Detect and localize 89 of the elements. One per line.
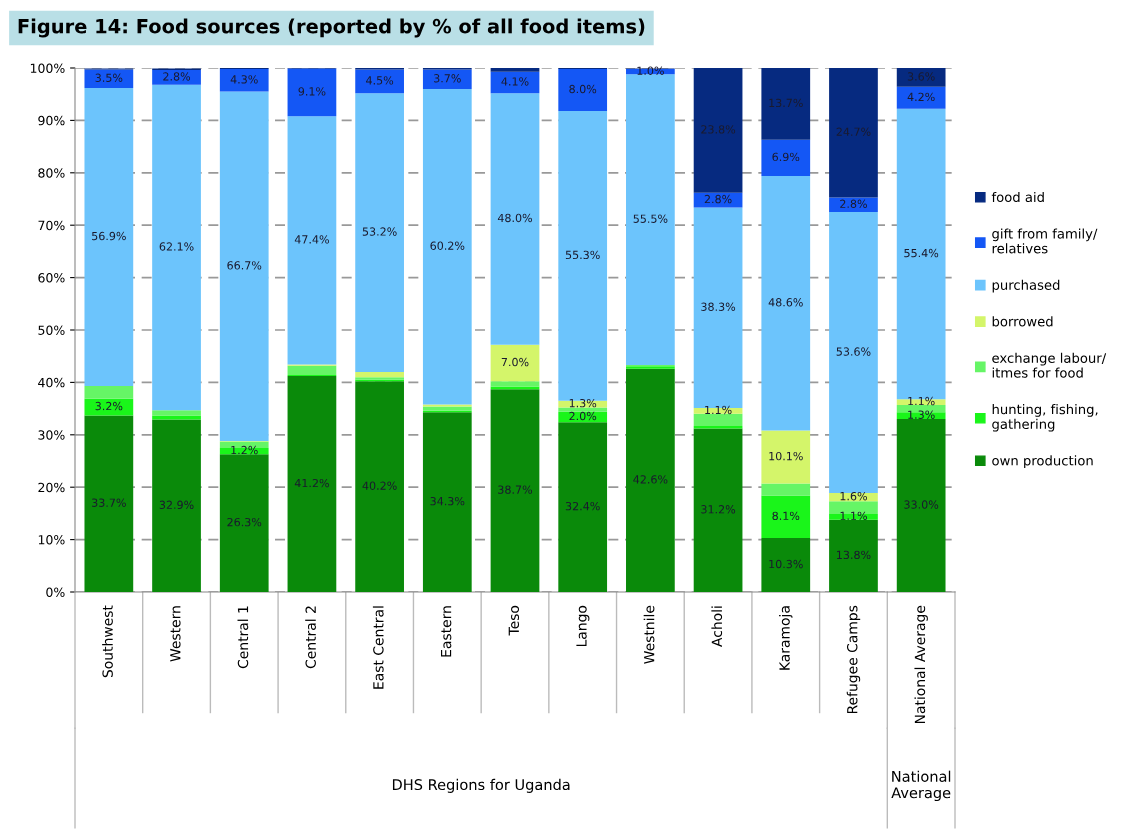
data-label: 66.7% [227,261,262,270]
data-label: 2.0% [569,411,597,421]
data-label: 1.1% [908,396,935,406]
data-label: 1.3% [908,410,935,419]
data-label: 13.7% [769,98,803,108]
y-tick-label: 50% [38,325,65,335]
data-label: 4.5% [366,76,394,85]
x-tick-label: National Average [914,605,928,724]
data-label: 53.2% [362,227,397,236]
x-tick-label: East Central [372,606,384,689]
data-label: 60.2% [430,241,465,250]
data-label: 9.1% [298,87,326,96]
data-label: 2.8% [163,72,191,81]
data-label: 32.9% [159,500,194,510]
data-label: 62.1% [159,242,194,251]
data-label: 13.8% [837,550,871,560]
x-tick-label: Karamoja [779,606,793,670]
chart-title: Figure 14: Food sources (reported by % of all food items) [18,18,645,38]
data-label: 8.1% [772,511,800,521]
y-tick-label: 90% [38,115,65,126]
y-tick-label: 100% [30,63,65,73]
data-label: 1.2% [231,445,258,455]
x-tick-label: Lango [576,605,590,647]
data-label: 1.3% [569,398,597,408]
legend-label: gift from family/ relatives [992,228,1098,254]
data-label: 1.6% [840,491,867,501]
x-tick-label: Westnile [643,605,655,664]
data-label: 33.7% [92,498,126,507]
legend-label: purchased [992,279,1060,293]
data-label: 48.0% [497,213,533,223]
x-tick-label: Refugee Camps [846,605,861,714]
y-tick-label: 80% [38,168,65,178]
data-label: 47.4% [294,235,329,244]
y-tick-label: 10% [38,535,65,545]
legend-label: exchange labour/ itmes for food [992,352,1107,378]
data-label: 3.6% [907,72,935,81]
data-label: 40.2% [362,481,397,490]
data-label: 4.3% [230,75,258,84]
data-label: 10.1% [769,451,803,461]
data-label: 24.7% [836,127,871,136]
data-label: 3.7% [434,74,461,83]
data-label: 1.0% [637,66,664,75]
data-label: 48.6% [768,298,803,307]
data-label: 2.8% [704,194,732,204]
data-label: 4.1% [501,77,529,86]
x-tick-label: Western [170,606,181,662]
y-tick-label: 40% [38,377,65,388]
data-label: 55.3% [565,250,600,260]
data-label: 8.0% [569,84,597,94]
data-label: 31.2% [701,505,736,514]
x-tick-label: Southwest [102,605,113,678]
x-tick-label: Teso [508,605,520,636]
data-label: 10.3% [769,559,803,569]
data-label: 38.7% [498,485,533,494]
data-label: 6.9% [772,152,800,162]
legend-label: borrowed [992,316,1053,327]
text: DHS Regions for Uganda [392,778,570,793]
y-tick-label: 0% [46,587,65,597]
data-label: 32.4% [565,501,600,511]
y-tick-label: 70% [38,220,65,231]
data-label: 53.6% [836,347,871,356]
data-label: 56.9% [92,231,126,241]
data-label: 34.3% [430,496,465,506]
y-tick-label: 20% [38,482,65,493]
data-label: 2.8% [840,199,867,208]
text: National Average [891,770,951,802]
x-tick-label: Eastern [441,606,452,657]
data-label: 1.1% [705,405,732,415]
data-label: 55.4% [904,248,939,258]
data-label: 33.0% [904,500,939,509]
x-tick-label: Acholi [711,606,723,647]
data-label: 42.6% [633,475,668,484]
x-tick-label: Central 1 [237,606,249,669]
legend-label: hunting, fishing, gathering [992,404,1098,432]
x-tick-label: Central 2 [305,606,316,669]
data-label: 1.1% [840,511,867,521]
data-label: 3.2% [95,401,123,411]
data-label: 41.2% [294,478,329,488]
data-label: 38.3% [701,302,736,311]
data-label: 55.5% [633,214,668,223]
data-label: 3.5% [95,73,123,82]
y-tick-label: 60% [38,273,65,283]
legend-label: food aid [991,191,1044,203]
legend-label: own production [992,455,1093,469]
data-label: 23.8% [701,125,736,134]
data-label: 26.3% [227,517,262,527]
y-tick-label: 30% [38,430,65,440]
data-label: 7.0% [501,357,529,367]
data-label: 4.2% [907,92,935,102]
